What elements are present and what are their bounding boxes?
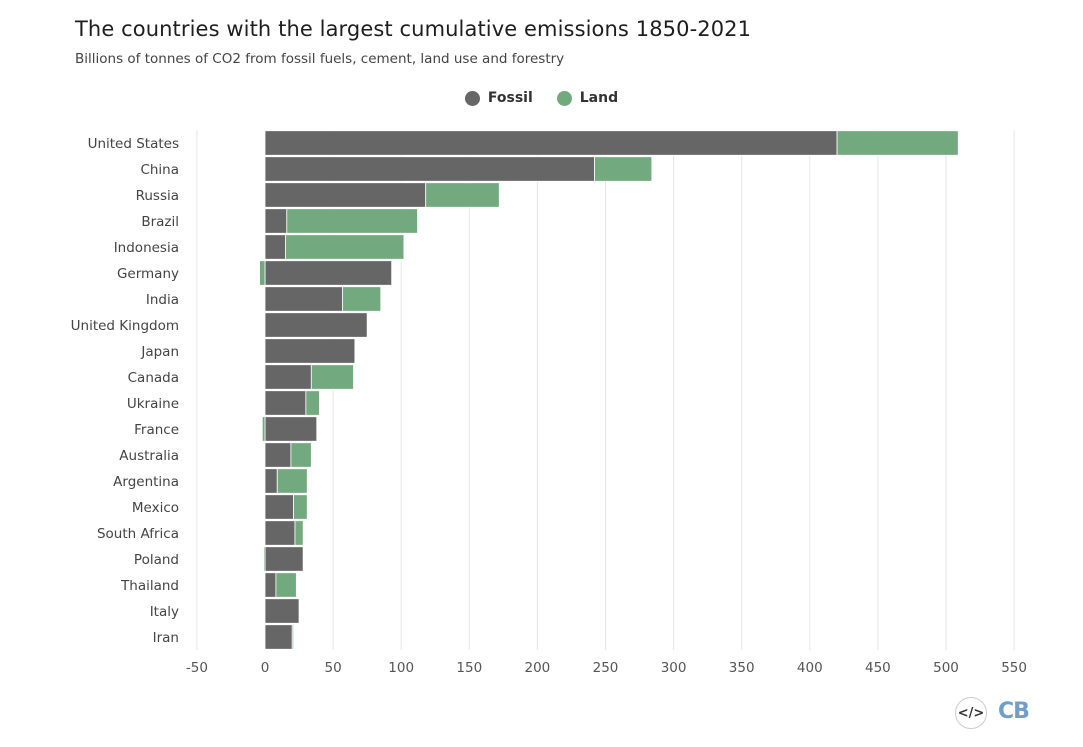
category-label: Argentina bbox=[113, 474, 179, 490]
bar-land bbox=[276, 468, 308, 494]
x-tick-label: 500 bbox=[933, 660, 959, 676]
category-label: Brazil bbox=[141, 214, 179, 230]
x-tick-label: 400 bbox=[797, 660, 823, 676]
chart-subtitle: Billions of tonnes of CO2 from fossil fu… bbox=[75, 51, 565, 67]
carbon-brief-logo: CB bbox=[998, 699, 1030, 724]
chart-title: The countries with the largest cumulativ… bbox=[75, 17, 752, 41]
bar-land bbox=[294, 520, 304, 546]
x-tick-label: 550 bbox=[1001, 660, 1027, 676]
chart-legend: Fossil Land bbox=[0, 90, 1083, 106]
embed-code-icon[interactable]: </> bbox=[955, 697, 987, 729]
x-tick-label: 250 bbox=[593, 660, 619, 676]
legend-item-land[interactable]: Land bbox=[556, 90, 619, 106]
bar-fossil bbox=[264, 572, 277, 598]
bar-land bbox=[310, 364, 354, 390]
category-label: South Africa bbox=[97, 526, 179, 542]
bar-land bbox=[293, 494, 308, 520]
x-tick-label: 450 bbox=[865, 660, 891, 676]
bar-fossil bbox=[264, 286, 344, 312]
category-label: Poland bbox=[134, 552, 179, 568]
category-label: Ukraine bbox=[127, 396, 179, 412]
bar-land bbox=[305, 390, 320, 416]
legend-label-fossil: Fossil bbox=[487, 90, 533, 106]
legend-swatch-fossil bbox=[464, 90, 480, 106]
category-label: India bbox=[146, 292, 179, 308]
bar-land bbox=[290, 442, 312, 468]
category-label: Mexico bbox=[132, 500, 179, 516]
legend-item-fossil[interactable]: Fossil bbox=[464, 90, 533, 106]
legend-swatch-land bbox=[556, 90, 572, 106]
bar-land bbox=[259, 260, 266, 286]
bar-land bbox=[275, 572, 297, 598]
category-label: Germany bbox=[117, 266, 179, 282]
x-tick-label: -50 bbox=[186, 660, 208, 676]
bar-land bbox=[286, 208, 418, 234]
bar-fossil bbox=[264, 546, 304, 572]
bar-land bbox=[261, 416, 266, 442]
bar-land bbox=[836, 130, 959, 156]
category-label: Indonesia bbox=[114, 240, 179, 256]
bar-land bbox=[263, 546, 266, 572]
category-label: Italy bbox=[150, 604, 179, 620]
bar-fossil bbox=[264, 338, 356, 364]
category-label: United States bbox=[88, 136, 179, 152]
bar-fossil bbox=[264, 442, 292, 468]
bar-fossil bbox=[264, 234, 286, 260]
bar-fossil bbox=[264, 182, 427, 208]
category-label: Russia bbox=[136, 188, 179, 204]
x-tick-label: 0 bbox=[261, 660, 270, 676]
category-label: Iran bbox=[153, 630, 179, 646]
x-tick-label: 200 bbox=[525, 660, 551, 676]
category-label: China bbox=[140, 162, 179, 178]
bar-fossil bbox=[264, 494, 295, 520]
x-tick-label: 100 bbox=[388, 660, 414, 676]
bar-fossil bbox=[264, 364, 312, 390]
bar-fossil bbox=[264, 390, 307, 416]
bar-fossil bbox=[264, 130, 838, 156]
bar-fossil bbox=[264, 260, 393, 286]
x-tick-label: 300 bbox=[661, 660, 687, 676]
legend-label-land: Land bbox=[579, 90, 619, 106]
category-label: Thailand bbox=[120, 578, 179, 594]
bar-fossil bbox=[264, 156, 596, 182]
bar-fossil bbox=[264, 598, 300, 624]
bar-land bbox=[594, 156, 653, 182]
bar-fossil bbox=[264, 520, 296, 546]
category-label: United Kingdom bbox=[71, 318, 179, 334]
bar-fossil bbox=[264, 416, 318, 442]
bar-land bbox=[285, 234, 405, 260]
bar-fossil bbox=[264, 468, 278, 494]
category-label: Australia bbox=[119, 448, 179, 464]
bar-land bbox=[291, 624, 295, 650]
category-label: Canada bbox=[128, 370, 179, 386]
x-tick-label: 150 bbox=[456, 660, 482, 676]
bar-land bbox=[425, 182, 500, 208]
bar-fossil bbox=[264, 208, 288, 234]
bar-land bbox=[342, 286, 382, 312]
x-tick-label: 350 bbox=[729, 660, 755, 676]
bar-fossil bbox=[264, 312, 368, 338]
bar-fossil bbox=[264, 624, 293, 650]
category-label: Japan bbox=[140, 344, 179, 360]
x-tick-label: 50 bbox=[325, 660, 342, 676]
category-label: France bbox=[134, 422, 179, 438]
